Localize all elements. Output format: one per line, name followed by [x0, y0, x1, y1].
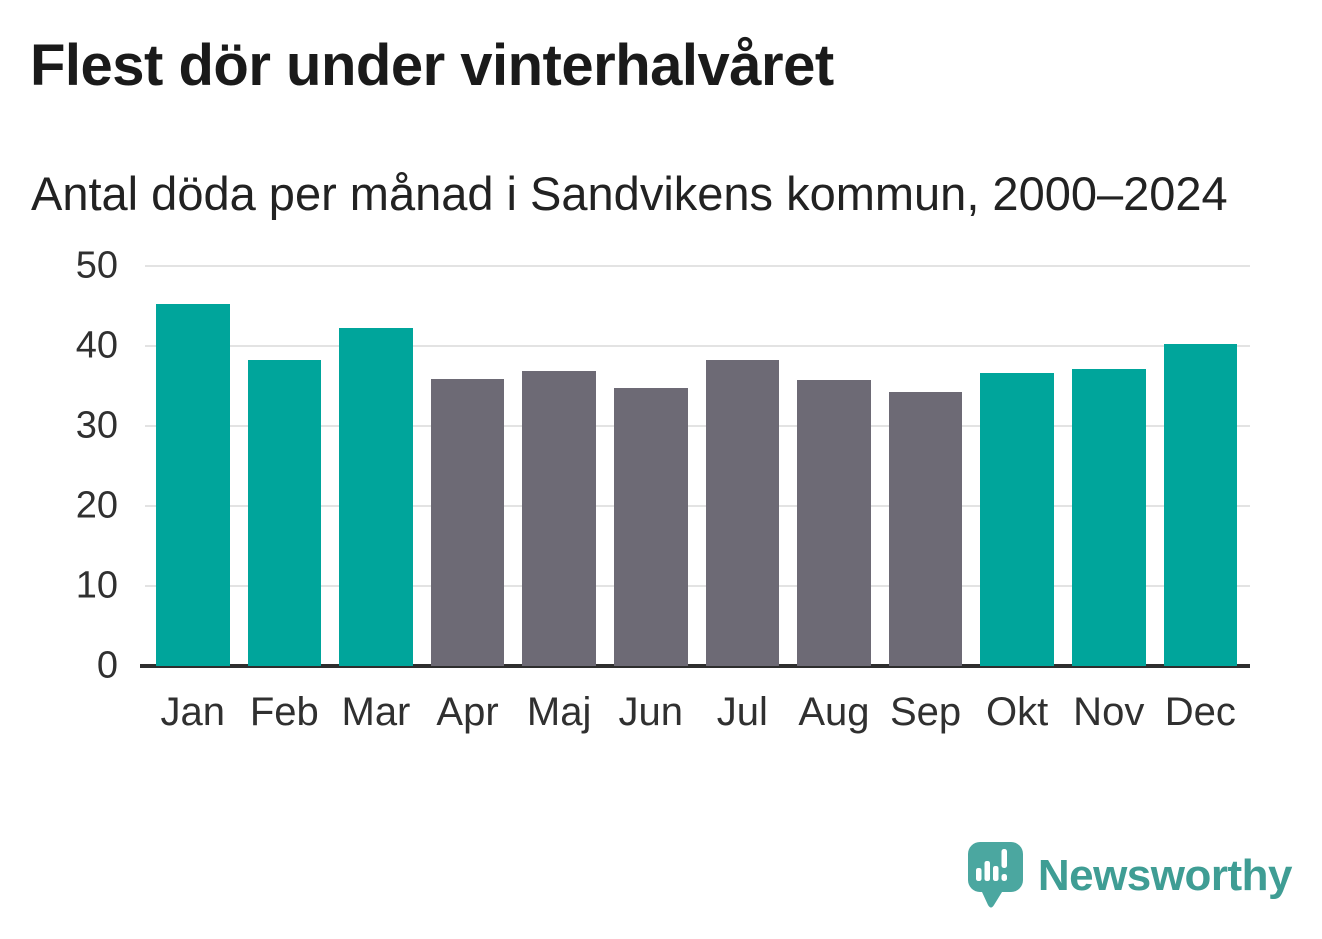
- x-tick-label-apr: Apr: [436, 690, 499, 734]
- bar-okt: [980, 373, 1054, 666]
- x-axis-line: [140, 664, 1250, 668]
- gridline-30: [145, 425, 1250, 427]
- x-tick-label-jul: Jul: [716, 690, 768, 734]
- bar-apr: [430, 378, 505, 666]
- bar-mar: [339, 327, 413, 666]
- bar-jun: [614, 387, 688, 666]
- y-tick-label-50: 50: [75, 244, 118, 287]
- gridline-10: [145, 585, 1250, 587]
- y-tick-label-0: 0: [96, 644, 118, 687]
- bar-feb: [247, 360, 322, 666]
- x-tick-label-feb: Feb: [249, 690, 319, 734]
- x-tick-label-okt: Okt: [986, 690, 1049, 734]
- chart-subtitle: Antal döda per månad i Sandvikens kommun…: [31, 167, 1228, 220]
- x-tick-label-jun: Jun: [618, 690, 684, 734]
- bar-maj: [522, 370, 596, 666]
- x-tick-label-dec: Dec: [1164, 690, 1236, 734]
- x-tick-label-mar: Mar: [341, 690, 411, 734]
- x-tick-label-maj: Maj: [526, 690, 592, 734]
- gridline-40: [145, 345, 1250, 347]
- y-tick-label-10: 10: [75, 564, 118, 607]
- newsworthy-logo-icon: [967, 842, 1023, 908]
- plot-area: [140, 265, 1250, 668]
- brand-name: Newsworthy: [1037, 851, 1293, 900]
- bar-dec: [1163, 344, 1238, 666]
- y-tick-label-20: 20: [75, 484, 118, 527]
- y-tick-label-40: 40: [75, 324, 118, 367]
- x-axis-labels: Jan Feb Mar Apr Maj Jun Jul Aug Sep Okt Nov Dec: [145, 690, 1250, 742]
- chart-title: Flest dör under vinterhalvåret: [30, 33, 834, 98]
- x-tick-label-jan: Jan: [160, 690, 226, 734]
- bar-jul: [705, 360, 780, 666]
- x-tick-label-sep: Sep: [889, 690, 962, 734]
- gridline-50: [145, 265, 1250, 267]
- x-tick-label-nov: Nov: [1073, 690, 1145, 734]
- x-tick-label-aug: Aug: [798, 690, 870, 734]
- y-axis-labels: 0 10 20 30 40 50: [0, 245, 118, 687]
- bar-jan: [156, 304, 230, 666]
- brand-footer: Newsworthy: [967, 842, 1293, 910]
- bar-nov: [1072, 369, 1146, 666]
- y-tick-label-30: 30: [75, 404, 118, 447]
- bar-aug: [797, 379, 871, 666]
- gridline-20: [145, 505, 1250, 507]
- bar-sep: [888, 392, 963, 666]
